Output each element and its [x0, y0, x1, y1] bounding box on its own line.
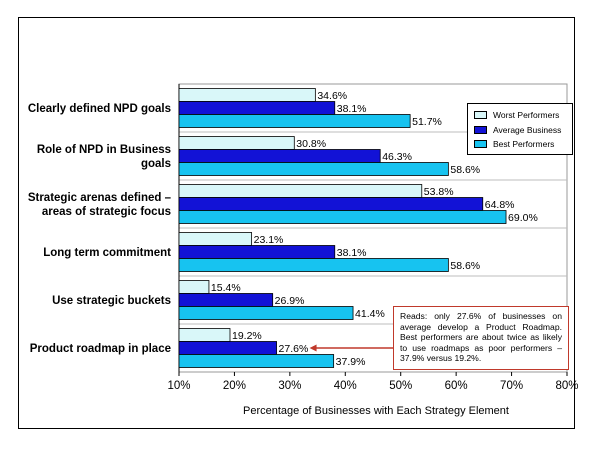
- bar-value-label: 46.3%: [382, 151, 412, 163]
- bar-value-label: 34.6%: [317, 90, 347, 102]
- bar: [178, 101, 336, 115]
- bar: [178, 258, 449, 272]
- bar: [178, 306, 354, 320]
- bar-value-label: 53.8%: [424, 186, 454, 198]
- x-tick-label: 40%: [334, 380, 357, 392]
- bar: [178, 88, 316, 102]
- legend-item: Worst Performers: [474, 108, 572, 123]
- bar-value-label: 69.0%: [508, 212, 538, 224]
- bar: [178, 280, 210, 294]
- bar: [178, 245, 336, 259]
- bar-value-label: 30.8%: [296, 138, 326, 150]
- annotation-note: Reads: only 27.6% of businesses on avera…: [393, 306, 569, 370]
- legend-label: Best Performers: [493, 139, 555, 150]
- x-tick-label: 20%: [223, 380, 246, 392]
- bar-value-label: 26.9%: [275, 295, 305, 307]
- x-tick-label: 50%: [389, 380, 412, 392]
- bar-value-label: 38.1%: [337, 103, 367, 115]
- category-label: Product roadmap in place: [30, 343, 171, 355]
- bar-value-label: 51.7%: [412, 116, 442, 128]
- legend-swatch: [474, 140, 487, 149]
- bar-value-label: 58.6%: [450, 164, 480, 176]
- chart-legend: Worst Performers Average Business Best Per…: [467, 103, 573, 155]
- bar-value-label: 37.9%: [336, 356, 366, 368]
- bar-value-label: 15.4%: [211, 282, 241, 294]
- bar-value-label: 38.1%: [337, 247, 367, 259]
- category-label: Role of NPD in Business goals: [37, 144, 171, 170]
- bar-value-label: 27.6%: [279, 343, 309, 355]
- bar-value-label: 19.2%: [232, 330, 262, 342]
- bar: [178, 210, 507, 224]
- bar-value-label: 41.4%: [355, 308, 385, 320]
- x-tick-label: 30%: [278, 380, 301, 392]
- bar: [178, 184, 423, 198]
- bar: [178, 162, 449, 176]
- bar: [178, 149, 381, 163]
- legend-item: Average Business: [474, 123, 572, 138]
- legend-swatch: [474, 111, 487, 120]
- x-tick-label: 80%: [555, 380, 578, 392]
- x-axis-label: Percentage of Businesses with Each Strat…: [243, 405, 509, 417]
- x-tick-label: 10%: [167, 380, 190, 392]
- bar: [178, 354, 335, 368]
- bar-value-label: 64.8%: [485, 199, 515, 211]
- bar-value-label: 23.1%: [254, 234, 284, 246]
- legend-label: Average Business: [493, 124, 562, 135]
- x-tick-label: 70%: [500, 380, 523, 392]
- bar-value-label: 58.6%: [450, 260, 480, 272]
- category-label: Long term commitment: [43, 247, 171, 259]
- bar: [178, 341, 277, 355]
- legend-swatch: [474, 125, 487, 134]
- legend-item: Best Performers: [474, 137, 572, 152]
- bar: [178, 232, 253, 246]
- x-tick-label: 60%: [445, 380, 468, 392]
- bar: [178, 114, 411, 128]
- legend-label: Worst Performers: [493, 110, 560, 121]
- category-label: Strategic arenas defined – areas of strat…: [28, 192, 172, 218]
- category-label: Use strategic buckets: [52, 295, 171, 307]
- annotation-arrowhead: [309, 344, 317, 352]
- bar: [178, 293, 274, 307]
- bar: [178, 328, 231, 342]
- bar: [178, 136, 295, 150]
- bar: [178, 197, 484, 211]
- category-label: Clearly defined NPD goals: [28, 103, 171, 115]
